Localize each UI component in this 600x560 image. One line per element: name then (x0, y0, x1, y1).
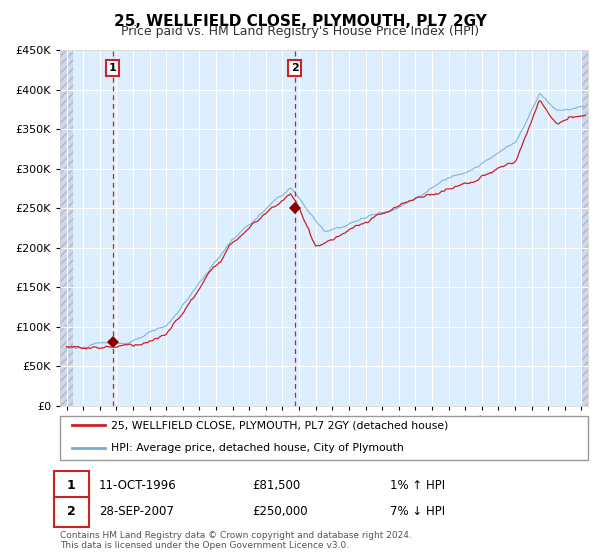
Text: £81,500: £81,500 (252, 479, 300, 492)
Bar (582, 50, 599, 406)
Text: 1% ↑ HPI: 1% ↑ HPI (390, 479, 445, 492)
Text: 1: 1 (67, 479, 76, 492)
Text: 25, WELLFIELD CLOSE, PLYMOUTH, PL7 2GY: 25, WELLFIELD CLOSE, PLYMOUTH, PL7 2GY (113, 14, 487, 29)
Text: 2: 2 (67, 505, 76, 519)
Text: HPI: Average price, detached house, City of Plymouth: HPI: Average price, detached house, City… (111, 443, 404, 453)
Bar (58, 50, 73, 406)
Text: £250,000: £250,000 (252, 505, 308, 519)
Text: 2: 2 (291, 63, 299, 73)
Text: 7% ↓ HPI: 7% ↓ HPI (390, 505, 445, 519)
Text: 11-OCT-1996: 11-OCT-1996 (99, 479, 177, 492)
Text: 25, WELLFIELD CLOSE, PLYMOUTH, PL7 2GY (detached house): 25, WELLFIELD CLOSE, PLYMOUTH, PL7 2GY (… (111, 420, 448, 430)
Text: 28-SEP-2007: 28-SEP-2007 (99, 505, 174, 519)
Text: Price paid vs. HM Land Registry's House Price Index (HPI): Price paid vs. HM Land Registry's House … (121, 25, 479, 38)
Text: 1: 1 (109, 63, 116, 73)
Text: Contains HM Land Registry data © Crown copyright and database right 2024.
This d: Contains HM Land Registry data © Crown c… (60, 530, 412, 550)
